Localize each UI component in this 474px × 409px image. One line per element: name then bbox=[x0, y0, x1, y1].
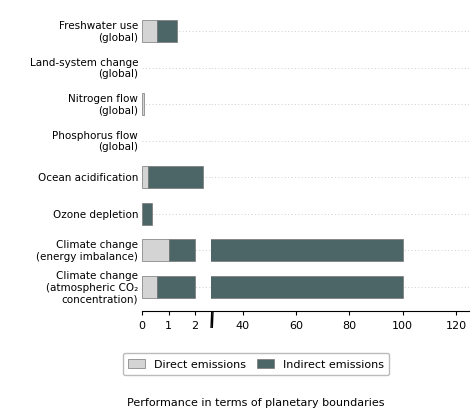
Bar bbox=[169, 240, 195, 262]
Bar bbox=[137, 276, 403, 298]
Bar bbox=[157, 276, 195, 298]
Text: Performance in terms of planetary boundaries: Performance in terms of planetary bounda… bbox=[127, 397, 385, 407]
Bar bbox=[157, 21, 177, 43]
Bar bbox=[137, 167, 145, 189]
Bar bbox=[142, 21, 157, 43]
Bar bbox=[148, 167, 203, 189]
Bar bbox=[142, 240, 169, 262]
Bar bbox=[142, 203, 152, 225]
Legend: Direct emissions, Indirect emissions: Direct emissions, Indirect emissions bbox=[123, 353, 389, 375]
Bar bbox=[142, 276, 157, 298]
Bar bbox=[142, 94, 144, 116]
Bar bbox=[137, 240, 403, 262]
Bar bbox=[142, 167, 148, 189]
